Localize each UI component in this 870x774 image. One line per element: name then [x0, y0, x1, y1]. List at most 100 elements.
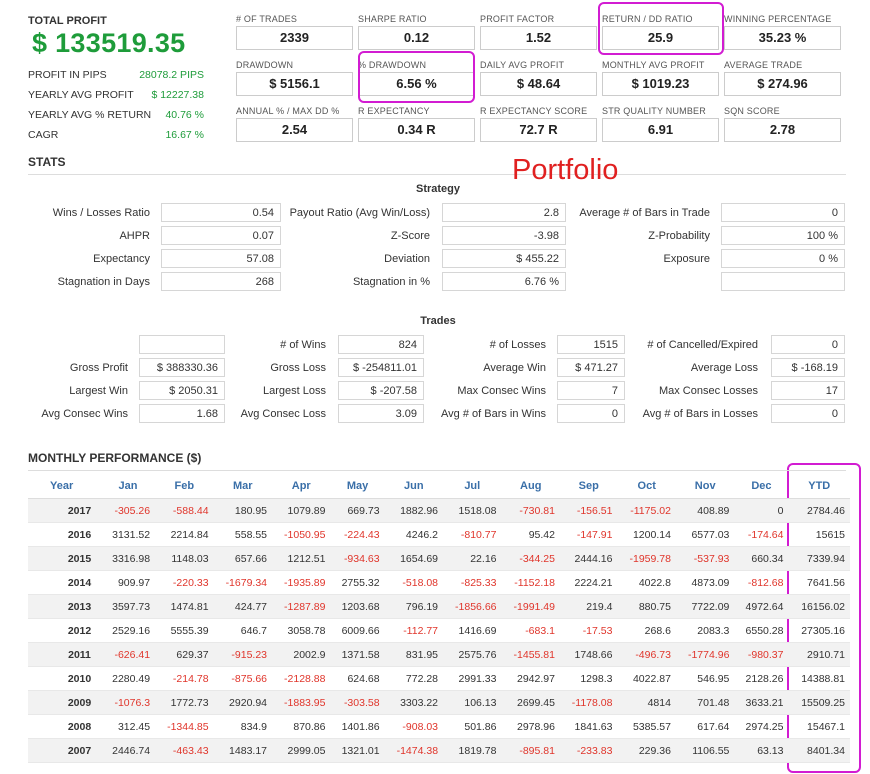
month-cell: -537.93: [675, 546, 735, 571]
year-cell: 2015: [28, 546, 101, 571]
trade-label: Largest Win: [69, 385, 128, 397]
table-row: 2015 3316.98 1148.03 657.66 1212.51 -934.63 16…: [28, 546, 850, 571]
kpi-value: $ 274.96: [724, 72, 841, 96]
kpi-value: 2.54: [236, 118, 353, 142]
month-cell: 1106.55: [675, 738, 735, 763]
month-cell: 180.95: [213, 498, 273, 523]
year-cell: 2010: [28, 666, 101, 691]
kpi-value: $ 1019.23: [602, 72, 719, 96]
trade-value: 0: [557, 404, 625, 423]
month-cell: 2974.25: [734, 714, 789, 739]
stat-value: 2.8: [442, 203, 566, 222]
kpi-label: MONTHLY AVG PROFIT: [602, 60, 705, 70]
month-cell: 1212.51: [272, 546, 331, 571]
ytd-cell: 7339.94: [788, 546, 850, 571]
kpi-trades: # OF TRADES 2339: [236, 14, 353, 50]
total-profit-value: $ 133519.35: [32, 28, 186, 58]
kpi-label: STR QUALITY NUMBER: [602, 106, 706, 116]
trade-value: 17: [771, 381, 845, 400]
summary-row-label: PROFIT IN PIPS: [28, 69, 107, 81]
month-cell: -810.77: [443, 522, 502, 547]
month-cell: 3633.21: [734, 690, 789, 715]
month-cell: 660.34: [734, 546, 789, 571]
column-header[interactable]: Year: [28, 474, 101, 499]
column-header[interactable]: YTD: [788, 474, 850, 499]
column-header[interactable]: Apr: [272, 474, 331, 499]
year-cell: 2009: [28, 690, 101, 715]
column-header[interactable]: Jan: [101, 474, 156, 499]
column-header[interactable]: Jun: [384, 474, 444, 499]
month-cell: 4022.87: [617, 666, 676, 691]
month-cell: 1483.17: [213, 738, 273, 763]
column-header[interactable]: Mar: [213, 474, 273, 499]
column-header[interactable]: Nov: [675, 474, 735, 499]
column-header[interactable]: May: [330, 474, 385, 499]
month-cell: 4814: [617, 690, 676, 715]
table-row: 2007 2446.74 -463.43 1483.17 2999.05 1321.01-…: [28, 738, 850, 763]
month-cell: -344.25: [501, 546, 560, 571]
month-cell: -303.58: [330, 690, 385, 715]
year-cell: 2007: [28, 738, 101, 763]
trade-label: Max Consec Losses: [658, 385, 758, 397]
column-header[interactable]: Jul: [443, 474, 502, 499]
kpi-label: AVERAGE TRADE: [724, 60, 803, 70]
trade-label: Avg # of Bars in Losses: [642, 408, 758, 420]
year-cell: 2013: [28, 594, 101, 619]
column-header[interactable]: Feb: [155, 474, 214, 499]
month-cell: 7722.09: [675, 594, 735, 619]
stat-value: 0 %: [721, 249, 845, 268]
column-header[interactable]: Oct: [617, 474, 676, 499]
month-cell: -496.73: [617, 642, 676, 667]
month-cell: 268.6: [617, 618, 676, 643]
column-header[interactable]: Dec: [734, 474, 789, 499]
month-cell: 4873.09: [675, 570, 735, 595]
column-header[interactable]: Sep: [559, 474, 618, 499]
month-cell: 1298.3: [559, 666, 618, 691]
highlight-return-dd: [598, 2, 724, 55]
trade-label: Max Consec Wins: [457, 385, 546, 397]
month-cell: -1991.49: [501, 594, 560, 619]
month-cell: -112.77: [384, 618, 444, 643]
kpi-label: PROFIT FACTOR: [480, 14, 555, 24]
month-cell: -147.91: [559, 522, 618, 547]
stat-value: -3.98: [442, 226, 566, 245]
month-cell: 831.95: [384, 642, 444, 667]
month-cell: 1200.14: [617, 522, 676, 547]
month-cell: 1148.03: [155, 546, 214, 571]
portfolio-overlay-text: Portfolio: [512, 154, 619, 186]
column-header[interactable]: Aug: [501, 474, 560, 499]
summary-row-value: 28078.2 PIPS: [139, 69, 204, 81]
month-cell: -825.33: [443, 570, 502, 595]
month-cell: -1455.81: [501, 642, 560, 667]
year-cell: 2014: [28, 570, 101, 595]
kpi-profit-factor: PROFIT FACTOR 1.52: [480, 14, 597, 50]
month-cell: 2214.84: [155, 522, 214, 547]
month-cell: -1935.89: [272, 570, 331, 595]
stat-label: Wins / Losses Ratio: [52, 207, 150, 219]
month-cell: 1321.01: [330, 738, 385, 763]
trade-value: 0: [771, 404, 845, 423]
month-cell: -224.43: [330, 522, 385, 547]
stat-value-empty: [721, 272, 845, 291]
summary-row-value: $ 12227.38: [151, 89, 204, 101]
month-cell: -1959.78: [617, 546, 676, 571]
month-cell: 6009.66: [330, 618, 385, 643]
trade-value: 7: [557, 381, 625, 400]
kpi-label: % DRAWDOWN: [358, 60, 427, 70]
month-cell: 2942.97: [501, 666, 560, 691]
kpi-value: 6.91: [602, 118, 719, 142]
trade-label: Avg # of Bars in Wins: [441, 408, 546, 420]
trade-label: Average Win: [483, 362, 546, 374]
kpi-value: 35.23 %: [724, 26, 841, 50]
month-cell: -1175.02: [617, 498, 676, 523]
trade-value: 1515: [557, 335, 625, 354]
month-cell: 2002.9: [272, 642, 331, 667]
month-cell: -518.08: [384, 570, 444, 595]
kpi-r-expectancy: R EXPECTANCY 0.34 R: [358, 106, 475, 142]
monthly-performance-table: Year Jan Feb Mar Apr May Jun Jul Aug Sep Oct Nov Dec…: [28, 474, 850, 763]
month-cell: 4972.64: [734, 594, 789, 619]
table-row: 2014 909.97 -220.33 -1679.34 -1935.89 2755.32…: [28, 570, 850, 595]
month-cell: -1076.3: [101, 690, 156, 715]
month-cell: 501.86: [443, 714, 502, 739]
kpi-value: 2339: [236, 26, 353, 50]
